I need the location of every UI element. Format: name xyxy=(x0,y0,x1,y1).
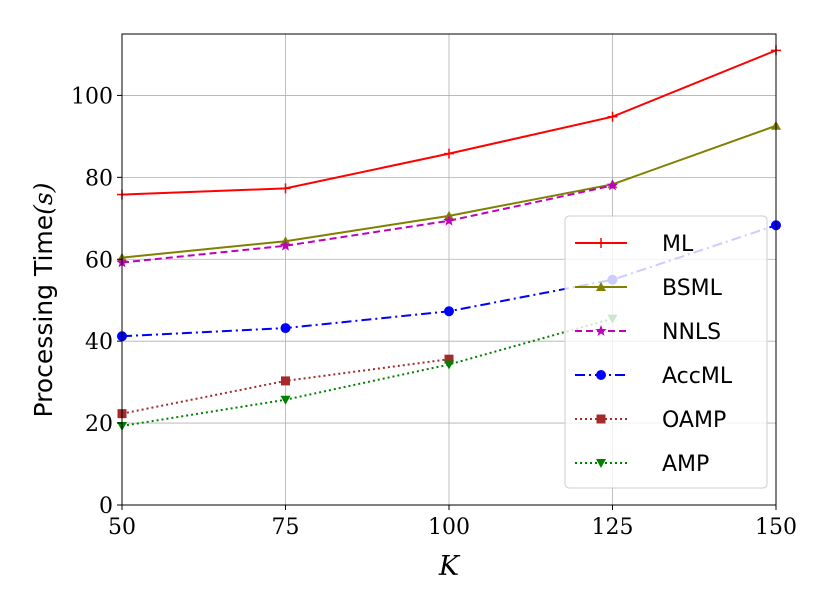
legend-label: OAMP xyxy=(662,408,726,433)
data-point-nnls xyxy=(606,179,619,191)
data-point-ml xyxy=(444,148,454,159)
axes xyxy=(117,33,777,510)
data-point-accml xyxy=(444,306,454,317)
y-axis-title-unit: (s) xyxy=(29,183,58,215)
legend-label: AMP xyxy=(662,452,709,477)
y-axis-title-text: Processing Time xyxy=(29,215,58,418)
legend-label: BSML xyxy=(662,276,723,301)
legend-marker xyxy=(596,282,606,291)
data-point-amp xyxy=(280,395,291,405)
data-point-nnls xyxy=(279,239,292,251)
series-amp xyxy=(117,314,618,431)
data-point-nnls xyxy=(443,214,455,226)
y-tick-label: 80 xyxy=(85,166,113,191)
y-tick-label: 100 xyxy=(71,84,113,109)
legend-item-amp: AMP xyxy=(575,452,709,477)
data-point-oamp xyxy=(281,376,290,386)
legend-marker xyxy=(596,238,606,248)
legend: ML BSML NNLS AccML OAMP AMP xyxy=(564,215,768,489)
x-axis-title: K xyxy=(438,551,461,582)
data-point-oamp xyxy=(444,354,454,364)
y-tick-label: 40 xyxy=(85,330,113,355)
legend-item-bsml: BSML xyxy=(575,276,723,301)
legend-label: AccML xyxy=(662,364,733,389)
data-point-amp xyxy=(444,360,454,370)
legend-item-ml: ML xyxy=(575,232,694,257)
y-tick-label: 0 xyxy=(99,494,113,519)
tick-labels: 50 75 100 125 150 0 20 40 60 80 100 xyxy=(71,84,797,540)
x-tick-label: 100 xyxy=(428,515,470,540)
y-tick-label: 20 xyxy=(85,412,113,437)
legend-item-nnls: NNLS xyxy=(575,320,721,345)
legend-label: ML xyxy=(662,232,694,257)
y-axis-title: Processing Time(s) xyxy=(29,183,58,418)
legend-marker xyxy=(596,370,606,380)
legend-marker xyxy=(595,325,607,336)
legend-marker xyxy=(596,414,606,424)
legend-marker xyxy=(596,459,606,468)
series-line-nnls xyxy=(121,184,613,264)
data-point-ml xyxy=(607,111,618,122)
y-tick-label: 60 xyxy=(85,248,113,273)
legend-item-oamp: OAMP xyxy=(575,408,726,433)
x-tick-label: 150 xyxy=(755,515,797,540)
legend-item-accml: AccML xyxy=(575,364,733,389)
legend-label: NNLS xyxy=(662,320,721,345)
x-tick-label: 125 xyxy=(592,515,634,540)
x-tick-label: 50 xyxy=(108,515,136,540)
x-tick-label: 75 xyxy=(272,515,300,540)
data-point-ml xyxy=(280,183,291,194)
data-point-accml xyxy=(280,323,291,334)
series-line-amp xyxy=(121,317,613,427)
